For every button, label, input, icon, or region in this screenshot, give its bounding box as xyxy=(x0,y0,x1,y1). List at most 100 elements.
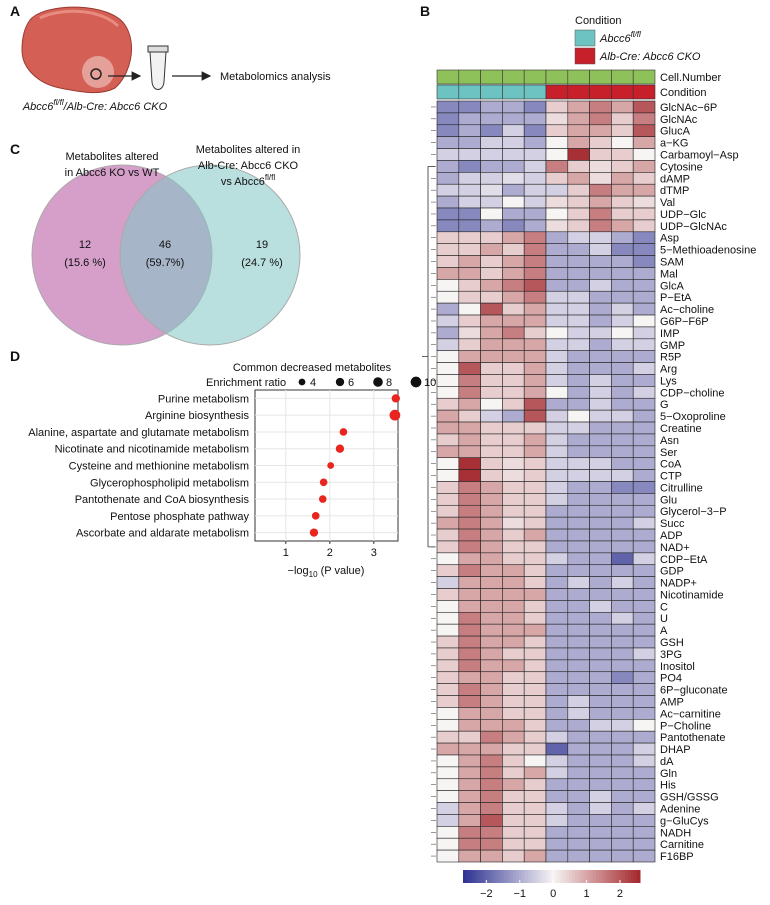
heat-cell xyxy=(458,255,481,268)
set-title-text: vs Abcc6 xyxy=(221,176,265,188)
row-label: A xyxy=(660,625,668,637)
row-label: His xyxy=(660,780,676,792)
colorbar-step xyxy=(554,870,558,883)
heat-cell xyxy=(523,766,547,780)
colorbar-step xyxy=(474,870,479,883)
colorbar-step xyxy=(634,870,638,883)
heat-cell xyxy=(436,849,460,863)
heat-cell xyxy=(567,100,590,114)
heat-cell xyxy=(611,136,634,149)
x-tick-label: 1 xyxy=(283,547,289,559)
annotation-label: Cell.Number xyxy=(660,72,721,84)
heat-cell xyxy=(480,172,503,185)
heat-cell xyxy=(480,374,503,387)
heat-cell xyxy=(567,314,590,328)
heat-cell xyxy=(436,326,460,340)
heat-cell xyxy=(480,635,503,649)
row-label: R5P xyxy=(660,352,681,364)
heat-cell xyxy=(632,814,656,827)
heat-cell xyxy=(436,754,460,768)
heat-cell xyxy=(589,338,612,352)
heat-cell xyxy=(502,528,525,542)
colorbar-step xyxy=(560,870,564,883)
heat-cell xyxy=(545,802,569,815)
colorbar-step xyxy=(483,870,488,883)
heat-cell xyxy=(523,730,547,744)
heat-cell xyxy=(502,671,525,684)
heat-cell xyxy=(502,421,525,435)
heat-cell xyxy=(545,600,569,613)
heat-cell xyxy=(458,433,481,447)
heat-cell xyxy=(523,528,547,542)
heat-cell xyxy=(436,576,460,589)
heat-cell xyxy=(502,588,525,601)
heat-cell xyxy=(589,160,612,173)
heat-cell xyxy=(567,564,590,577)
row-label: Asp xyxy=(660,233,679,245)
heat-cell xyxy=(480,623,503,637)
colorbar-step xyxy=(519,870,523,883)
liver-illustration xyxy=(21,6,212,94)
heat-cell xyxy=(436,124,460,137)
heat-cell xyxy=(545,469,569,482)
dot-plot: Common decreased metabolites Enrichment r… xyxy=(28,362,436,579)
annotation-cell xyxy=(632,69,656,85)
heat-cell xyxy=(436,112,460,126)
heat-cell xyxy=(523,326,547,340)
heat-cell xyxy=(632,588,656,601)
colorbar-step xyxy=(616,870,620,883)
heat-cell xyxy=(611,814,634,827)
heat-cell xyxy=(589,790,612,803)
heat-cell xyxy=(436,647,460,661)
row-label: Lys xyxy=(660,375,677,387)
heat-cell xyxy=(480,540,503,554)
row-label: Cytosine xyxy=(660,161,703,173)
row-label: g−GluCys xyxy=(660,815,709,827)
heat-cell xyxy=(480,647,503,661)
heat-cell xyxy=(502,576,525,589)
heat-cell xyxy=(480,802,503,815)
heat-cell xyxy=(545,433,569,447)
heat-cell xyxy=(611,207,634,221)
colorbar-step xyxy=(631,870,635,883)
heat-cell xyxy=(545,611,569,625)
heat-cell xyxy=(567,255,590,268)
size-legend-label: 4 xyxy=(310,377,316,389)
heat-cell xyxy=(502,279,525,292)
set-title-text: Metabolites altered xyxy=(66,151,159,163)
heat-cell xyxy=(523,742,547,756)
heat-cell xyxy=(502,243,525,256)
heat-cell xyxy=(502,338,525,352)
heat-cell xyxy=(458,814,481,827)
heat-cell xyxy=(611,433,634,447)
heat-cell xyxy=(502,540,525,554)
heat-cell xyxy=(567,528,590,542)
row-label: DHAP xyxy=(660,744,691,756)
heat-cell xyxy=(523,493,547,506)
heat-cell xyxy=(436,528,460,542)
row-label: dTMP xyxy=(660,185,689,197)
heat-cell xyxy=(502,290,525,304)
heat-cell xyxy=(611,588,634,601)
heat-cell xyxy=(589,374,612,387)
colorbar-step xyxy=(581,870,585,883)
heat-cell xyxy=(567,683,590,696)
row-label: a−KG xyxy=(660,138,688,150)
heat-cell xyxy=(567,778,590,791)
heat-cell xyxy=(480,707,503,720)
heat-cell xyxy=(523,754,547,768)
heat-cell xyxy=(545,504,569,518)
heat-cell xyxy=(436,790,460,803)
heat-cell xyxy=(545,576,569,589)
dot xyxy=(311,512,320,520)
annotation-cell xyxy=(502,84,525,100)
heat-cell xyxy=(545,552,569,566)
legend-title: Condition xyxy=(575,15,621,27)
heat-cell xyxy=(436,314,460,328)
heat-cell xyxy=(611,219,634,233)
heat-cell xyxy=(523,207,547,221)
heat-cell xyxy=(502,374,525,387)
heat-cell xyxy=(632,338,656,352)
heat-cell xyxy=(632,148,656,161)
heat-cell xyxy=(458,457,481,470)
